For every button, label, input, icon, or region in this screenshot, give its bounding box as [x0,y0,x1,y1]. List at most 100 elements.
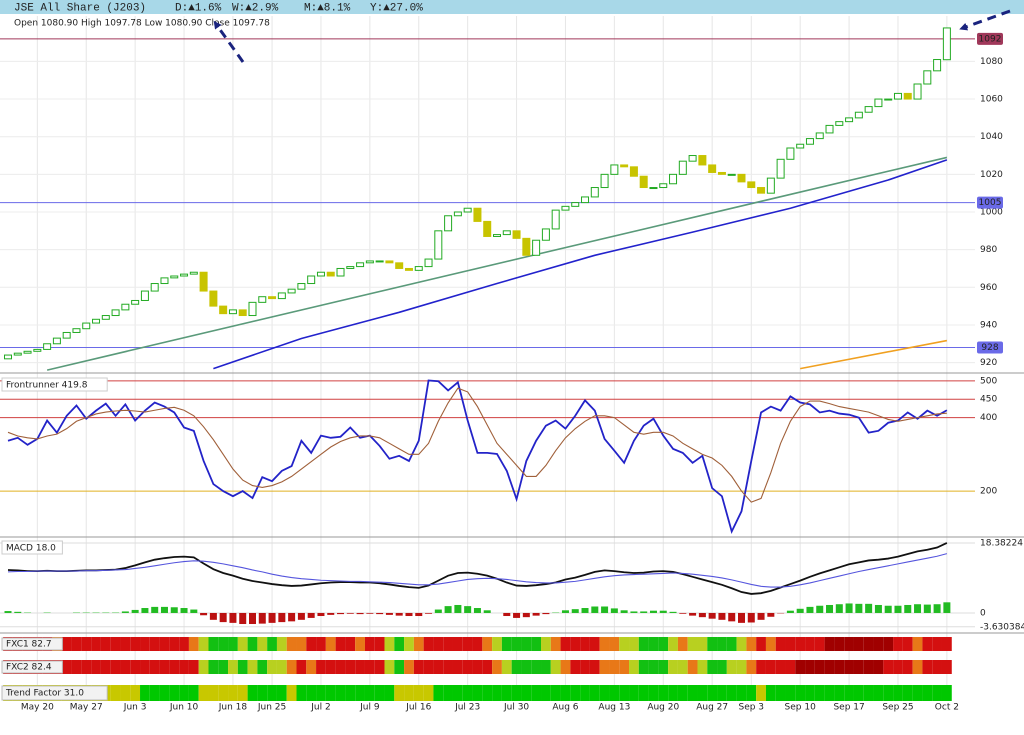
heat-cell [932,685,942,701]
level-label: 500 [980,376,997,386]
heat-cell [893,685,903,701]
heat-cell [433,637,444,651]
heat-cell [638,685,649,701]
panel-title-box [1,540,63,555]
heat-cell [785,660,796,674]
heat-cell [697,685,708,701]
heat-cell [413,660,424,674]
heat-cell [756,685,766,701]
x-tick-label: Oct 2 [935,703,959,713]
x-tick-label: Jul 23 [454,703,480,713]
candle [72,328,81,333]
histogram-bar [640,611,648,613]
candle [532,239,541,256]
heat-cell [267,685,277,701]
histogram-bar [395,612,403,616]
heat-cell [717,660,727,674]
candle [884,98,893,101]
candle [610,164,619,175]
heat-cell [306,637,317,651]
y-tick-label: -3.630384 [980,622,1024,632]
panel-title: FXC2 82.4 [6,663,52,673]
panel-title-box [1,637,63,651]
heat-cell [394,660,405,674]
histogram-bar [757,612,765,620]
histogram-bar [503,612,511,617]
heat-cell [433,685,444,701]
heat-cell [560,637,571,651]
heat-cell [922,660,933,674]
heat-cell [511,660,522,674]
heat-cell [677,637,688,651]
heat-cell [717,685,727,701]
histogram-bar [923,604,931,613]
histogram-bar [591,606,599,613]
heat-cell [286,660,297,674]
histogram-bar [571,609,579,613]
heat-cell [110,637,121,651]
histogram-bar [874,604,882,613]
heat-cell [257,685,268,701]
heat-cell [218,637,229,651]
heat-cell [834,637,845,651]
heat-cell [580,660,590,674]
candle [483,220,492,237]
x-tick-label: Aug 20 [647,703,679,713]
heat-cell [120,685,131,701]
candle [796,143,805,149]
heat-cell [668,685,678,701]
overlay-line [213,159,948,370]
heat-cell [149,637,160,651]
heat-cell [834,685,845,701]
heat-cell [179,660,189,674]
heat-cell [687,637,698,651]
histogram-bar [747,612,755,623]
heat-cell [120,637,131,651]
heat-cell [941,685,952,701]
candle [92,318,101,324]
candle [219,305,228,315]
candle [13,352,22,356]
heat-cell [677,660,688,674]
candle [346,266,355,269]
level-label-box [977,196,1003,209]
heat-cell [511,637,522,651]
heat-cell [325,637,336,651]
candle [326,271,335,277]
histogram-bar [669,611,677,613]
candle [903,92,912,100]
candle [923,70,932,85]
overlay-line [46,156,948,371]
heat-cell [677,685,688,701]
heat-cell [531,660,542,674]
heat-cell [149,660,160,674]
heat-cell [208,685,219,701]
heat-cell [492,637,502,651]
candle [933,59,942,72]
heat-cell [668,660,678,674]
y-tick-label: 0 [980,608,986,618]
heat-cell [589,660,600,674]
heat-cell [218,660,229,674]
heat-cell [883,637,894,651]
y-tick-label: 1000 [980,208,1003,218]
candle [160,277,169,285]
candle [590,187,599,198]
heat-cell [169,685,180,701]
heat-cell [364,637,375,651]
histogram-bar [229,612,237,623]
heat-cell [472,685,483,701]
candle [825,124,834,134]
x-tick-label: Jul 30 [503,703,529,713]
panel-title: FXC1 82.7 [6,640,52,650]
candle [512,230,521,239]
candle [209,290,218,307]
candle [737,173,746,183]
heat-cell [589,685,600,701]
heat-cell [805,660,815,674]
candle [424,258,433,268]
candle [268,296,277,300]
heat-cell [599,685,610,701]
heat-cell [237,660,248,674]
candle [199,271,208,292]
